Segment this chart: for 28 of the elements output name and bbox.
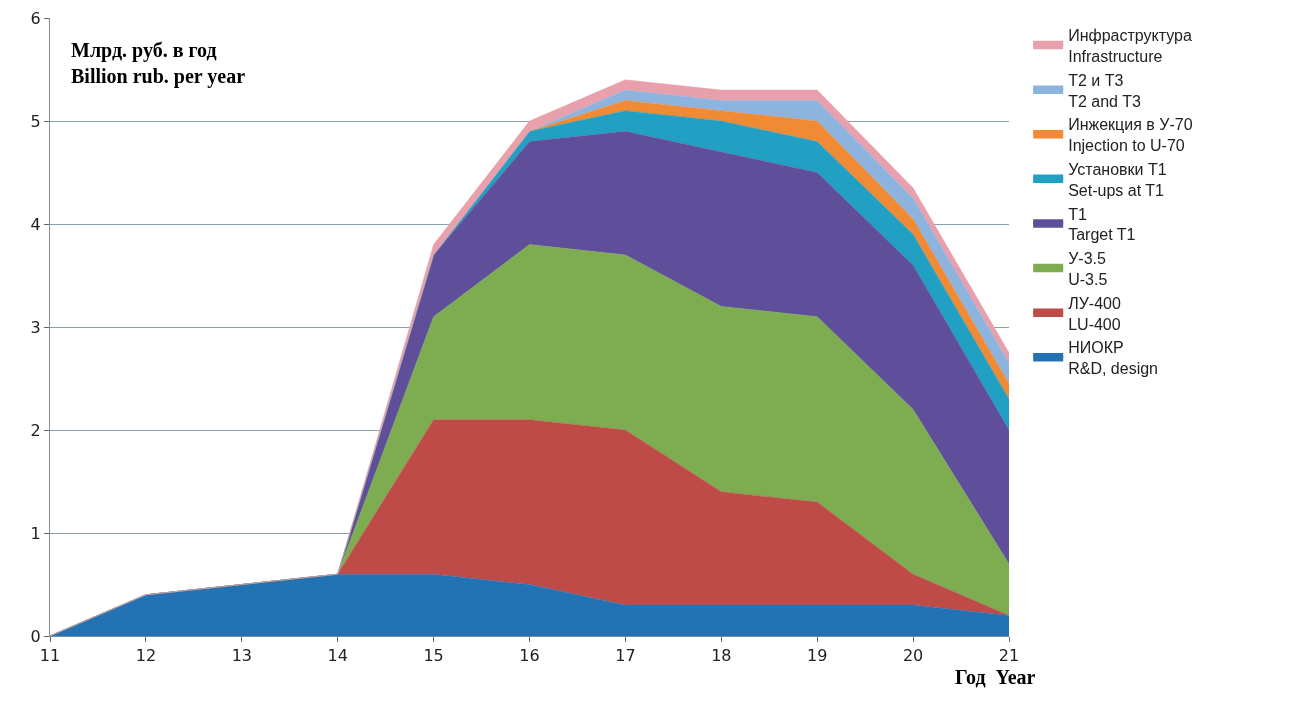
y-tick-label: 3 bbox=[30, 317, 41, 337]
x-tick-label: 17 bbox=[615, 646, 636, 666]
y-tick-label: 2 bbox=[30, 420, 41, 440]
legend-label: У-3.5 U-3.5 bbox=[1068, 250, 1108, 288]
x-tick-label: 13 bbox=[231, 646, 252, 666]
x-tick-label: 19 bbox=[807, 646, 828, 666]
x-tick-label: 16 bbox=[519, 646, 540, 666]
x-tick-label: 12 bbox=[135, 646, 157, 666]
legend-label: Инфраструктура Infrastructure bbox=[1068, 27, 1192, 65]
x-tick-label: 20 bbox=[902, 646, 924, 666]
x-tick-label: 15 bbox=[423, 646, 444, 666]
y-tick-label: 5 bbox=[30, 111, 41, 131]
x-tick-label: 18 bbox=[711, 646, 732, 666]
legend-label: Т2 и Т3 T2 and T3 bbox=[1068, 71, 1141, 110]
x-tick-label: 14 bbox=[327, 646, 348, 666]
y-tick-label: 6 bbox=[30, 8, 41, 28]
y-axis-title: Млрд. руб. в год Billion rub. per year bbox=[71, 39, 246, 88]
x-tick-label: 11 bbox=[39, 646, 61, 666]
y-tick-label: 1 bbox=[30, 523, 41, 543]
legend-label: НИОКР R&D, design bbox=[1068, 339, 1159, 378]
y-tick-label: 0 bbox=[30, 626, 41, 646]
legend-label: Инжекция в У-70 Injection to U-70 bbox=[1068, 116, 1193, 155]
legend-label: Т1 Target T1 bbox=[1068, 205, 1136, 244]
x-tick-label: 21 bbox=[998, 646, 1020, 666]
legend-label: ЛУ-400 LU-400 bbox=[1068, 294, 1121, 333]
x-axis-title: Год Year bbox=[955, 666, 1036, 688]
y-tick-label: 4 bbox=[30, 214, 41, 234]
legend-label: Установки Т1 Set-ups at T1 bbox=[1068, 160, 1167, 199]
